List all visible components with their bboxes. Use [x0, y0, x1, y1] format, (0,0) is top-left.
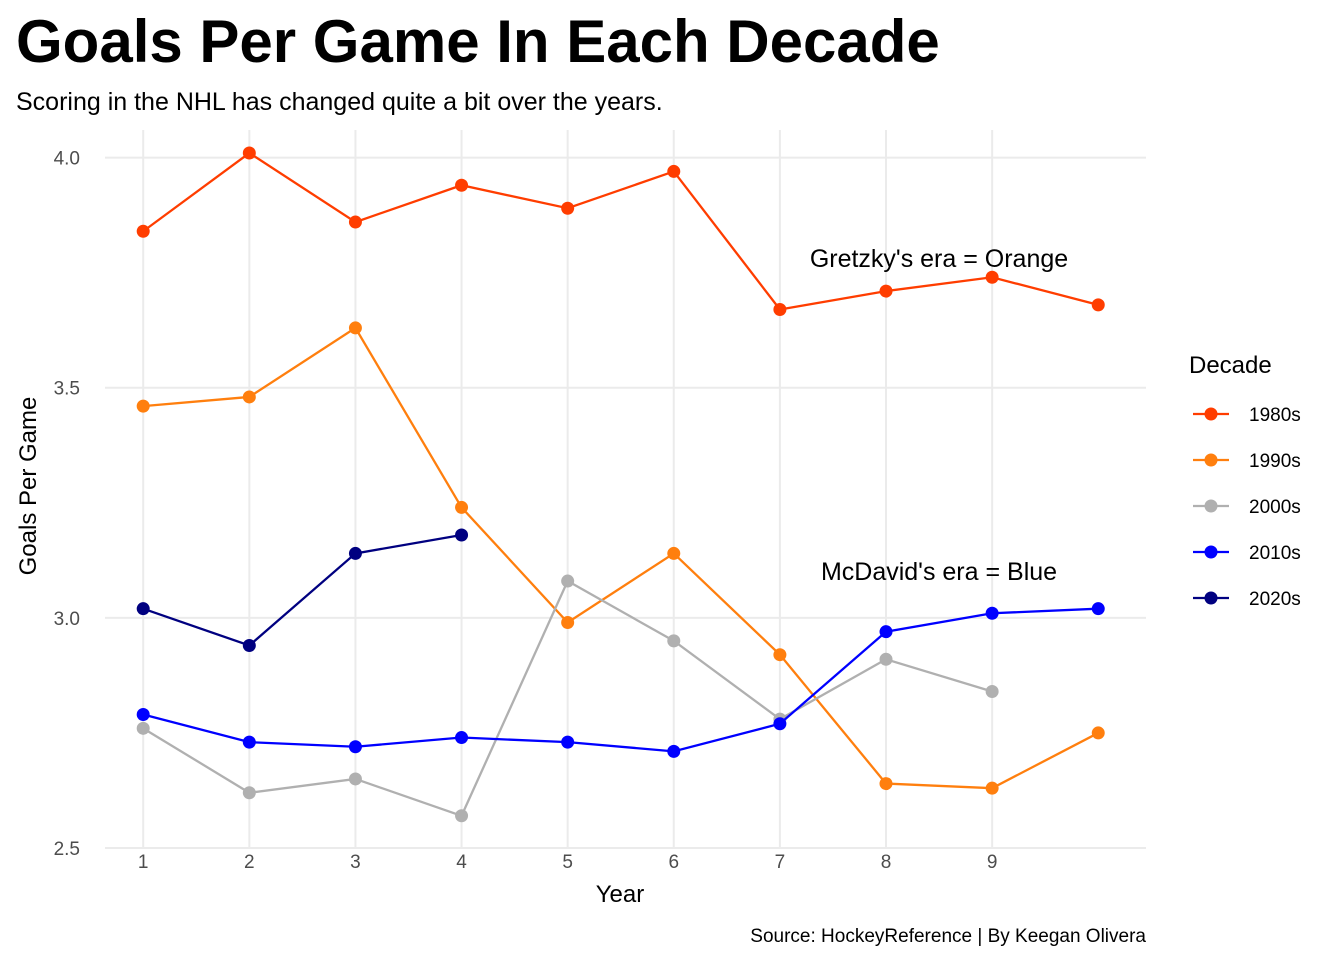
source-caption: Source: HockeyReference | By Keegan Oliv… — [750, 926, 1146, 947]
x-tick-label: 3 — [350, 852, 361, 873]
legend-swatch-point — [1204, 545, 1218, 559]
data-point — [348, 321, 362, 335]
legend-label: 1990s — [1249, 451, 1301, 472]
legend: Decade 1980s 1990s 2000s 2010s 2020s — [1189, 352, 1301, 610]
x-tick-label: 7 — [775, 852, 786, 873]
data-point — [348, 772, 362, 786]
series-2000s — [136, 574, 999, 823]
legend-item: 2000s — [1193, 497, 1301, 518]
legend-swatch-point — [1204, 499, 1218, 513]
x-axis-ticks: 1 2 3 4 5 6 7 8 9 — [138, 852, 998, 873]
data-point — [879, 625, 893, 639]
data-point — [455, 500, 469, 514]
data-point — [879, 777, 893, 791]
data-point — [242, 786, 256, 800]
data-point — [348, 215, 362, 229]
y-axis-ticks: 2.5 3.0 3.5 4.0 — [54, 149, 80, 860]
legend-label: 2000s — [1249, 497, 1301, 518]
x-tick-label: 9 — [987, 852, 998, 873]
legend-label: 2010s — [1249, 543, 1301, 564]
data-point — [348, 546, 362, 560]
data-point — [985, 270, 999, 284]
series-2020s — [136, 528, 469, 652]
series-line — [142, 533, 462, 647]
data-point — [242, 146, 256, 160]
legend-label: 1980s — [1249, 405, 1301, 426]
data-point — [879, 652, 893, 666]
series-1990s — [136, 321, 1105, 795]
legend-title: Decade — [1189, 352, 1272, 379]
data-point — [136, 708, 150, 722]
chart-subtitle: Scoring in the NHL has changed quite a b… — [16, 88, 663, 116]
legend-label: 2020s — [1249, 589, 1301, 610]
data-point — [136, 721, 150, 735]
data-point — [1091, 726, 1105, 740]
legend-item: 1990s — [1193, 451, 1301, 472]
data-point — [455, 731, 469, 745]
y-tick-label: 3.0 — [54, 609, 80, 630]
data-point — [1091, 298, 1105, 312]
data-point — [455, 178, 469, 192]
data-point — [667, 546, 681, 560]
data-point — [879, 284, 893, 298]
data-point — [985, 606, 999, 620]
data-point — [561, 574, 575, 588]
data-point — [773, 648, 787, 662]
data-point — [561, 615, 575, 629]
data-point — [242, 638, 256, 652]
data-point — [242, 390, 256, 404]
series-line — [143, 326, 1099, 790]
legend-item: 2020s — [1193, 589, 1301, 610]
data-point — [773, 717, 787, 731]
x-tick-label: 5 — [562, 852, 573, 873]
y-tick-label: 2.5 — [54, 839, 80, 860]
x-tick-label: 6 — [668, 852, 679, 873]
annotation-mcdavid: McDavid's era = Blue — [821, 558, 1057, 586]
series-1980s — [136, 146, 1105, 316]
data-point — [242, 735, 256, 749]
x-tick-label: 8 — [881, 852, 892, 873]
data-point — [667, 744, 681, 758]
series-lines — [136, 146, 1105, 823]
data-point — [348, 740, 362, 754]
legend-swatch-point — [1204, 591, 1218, 605]
series-line — [142, 151, 1099, 311]
series-line — [142, 607, 1099, 753]
legend-swatch-point — [1204, 453, 1218, 467]
legend-swatch-point — [1204, 407, 1218, 421]
chart-title: Goals Per Game In Each Decade — [16, 8, 940, 75]
data-point — [455, 809, 469, 823]
x-tick-label: 4 — [456, 852, 467, 873]
data-point — [561, 735, 575, 749]
annotation-gretzky: Gretzky's era = Orange — [810, 245, 1068, 273]
legend-item: 1980s — [1193, 405, 1301, 426]
data-point — [455, 528, 469, 542]
data-point — [136, 399, 150, 413]
data-point — [667, 164, 681, 178]
grid-lines — [105, 130, 1146, 849]
legend-item: 2010s — [1193, 543, 1301, 564]
data-point — [667, 634, 681, 648]
data-point — [985, 685, 999, 699]
data-point — [136, 602, 150, 616]
y-axis-title: Goals Per Game — [15, 397, 42, 576]
x-axis-title: Year — [596, 881, 645, 908]
series-2010s — [136, 602, 1105, 758]
data-point — [136, 224, 150, 238]
x-tick-label: 1 — [138, 852, 149, 873]
y-tick-label: 4.0 — [54, 149, 80, 170]
data-point — [561, 201, 575, 215]
data-point — [985, 781, 999, 795]
data-point — [1091, 602, 1105, 616]
y-tick-label: 3.5 — [54, 379, 80, 400]
x-tick-label: 2 — [244, 852, 255, 873]
data-point — [773, 303, 787, 316]
